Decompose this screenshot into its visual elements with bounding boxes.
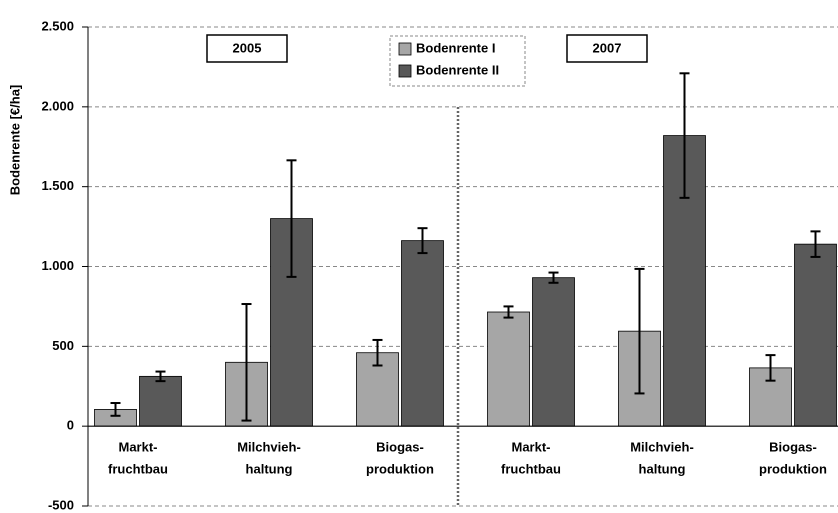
annotation-box	[566, 34, 648, 63]
legend-label: Bodenrente II	[416, 62, 499, 77]
bar	[794, 243, 837, 427]
y-tick-label: -500	[48, 497, 74, 512]
bar	[487, 311, 530, 427]
bar	[401, 240, 444, 427]
legend-label: Bodenrente I	[416, 40, 495, 55]
bar	[532, 277, 575, 427]
x-tick-label: fruchtbau	[108, 461, 168, 476]
y-tick-label: 500	[52, 338, 74, 353]
y-tick-label: 1.000	[41, 258, 74, 273]
x-tick-label: haltung	[639, 461, 686, 476]
y-tick-label: 2.500	[41, 18, 74, 33]
y-tick-label: 1.500	[41, 178, 74, 193]
x-tick-label: produktion	[759, 461, 827, 476]
x-tick-label: Markt-	[511, 439, 550, 454]
x-tick-label: Milchvieh-	[630, 439, 694, 454]
x-tick-label: fruchtbau	[501, 461, 561, 476]
x-tick-label: haltung	[246, 461, 293, 476]
x-tick-label: Biogas-	[376, 439, 424, 454]
bar	[139, 375, 182, 427]
legend-box	[389, 35, 526, 87]
annotation-box	[206, 34, 288, 63]
y-axis-label: Bodenrente [€/ha]	[7, 85, 22, 196]
legend-swatch	[398, 42, 412, 56]
y-tick-label: 2.000	[41, 98, 74, 113]
x-tick-label: Biogas-	[769, 439, 817, 454]
x-tick-label: Milchvieh-	[237, 439, 301, 454]
legend-swatch	[398, 64, 412, 78]
x-tick-label: produktion	[366, 461, 434, 476]
annotation: 2005	[233, 40, 262, 55]
x-tick-label: Markt-	[118, 439, 157, 454]
y-tick-label: 0	[67, 418, 74, 433]
annotation: 2007	[593, 40, 622, 55]
